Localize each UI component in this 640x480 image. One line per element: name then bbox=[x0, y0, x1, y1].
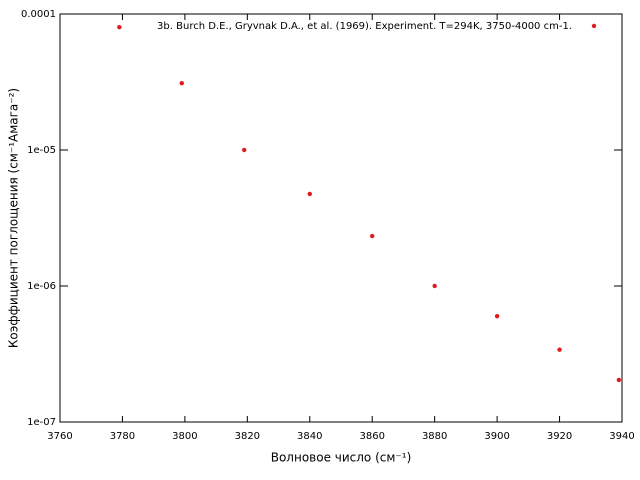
legend-label: 3b. Burch D.E., Gryvnak D.A., et al. (19… bbox=[157, 21, 572, 32]
x-tick-label: 3920 bbox=[547, 431, 572, 442]
x-tick-label: 3780 bbox=[110, 431, 135, 442]
x-tick-label: 3860 bbox=[359, 431, 384, 442]
x-tick-label: 3820 bbox=[235, 431, 260, 442]
y-tick-label: 0.0001 bbox=[21, 9, 56, 20]
legend-marker bbox=[591, 23, 597, 29]
x-tick-label: 3800 bbox=[172, 431, 197, 442]
plot-frame bbox=[59, 13, 623, 423]
data-point bbox=[494, 313, 500, 319]
y-tick-label: 1e-06 bbox=[27, 281, 56, 292]
x-axis-label: Волновое число (см⁻¹) bbox=[271, 451, 412, 465]
data-point bbox=[117, 24, 122, 30]
data-point bbox=[307, 191, 312, 197]
data-point bbox=[616, 377, 622, 383]
x-tick-label: 3940 bbox=[609, 431, 634, 442]
x-tick-label: 3840 bbox=[297, 431, 322, 442]
data-point bbox=[557, 347, 562, 352]
data-point bbox=[370, 233, 375, 239]
y-tick-label: 1e-07 bbox=[27, 417, 56, 428]
y-tick-label: 1e-05 bbox=[27, 145, 56, 156]
x-tick-label: 3880 bbox=[422, 431, 447, 442]
y-axis-label: Коэффициент поглощения (см⁻¹Амага⁻²) bbox=[7, 88, 21, 348]
data-point bbox=[432, 283, 437, 289]
data-point bbox=[179, 80, 184, 86]
data-point bbox=[242, 147, 247, 153]
x-tick-label: 3900 bbox=[484, 431, 509, 442]
x-tick-label: 3760 bbox=[47, 431, 72, 442]
